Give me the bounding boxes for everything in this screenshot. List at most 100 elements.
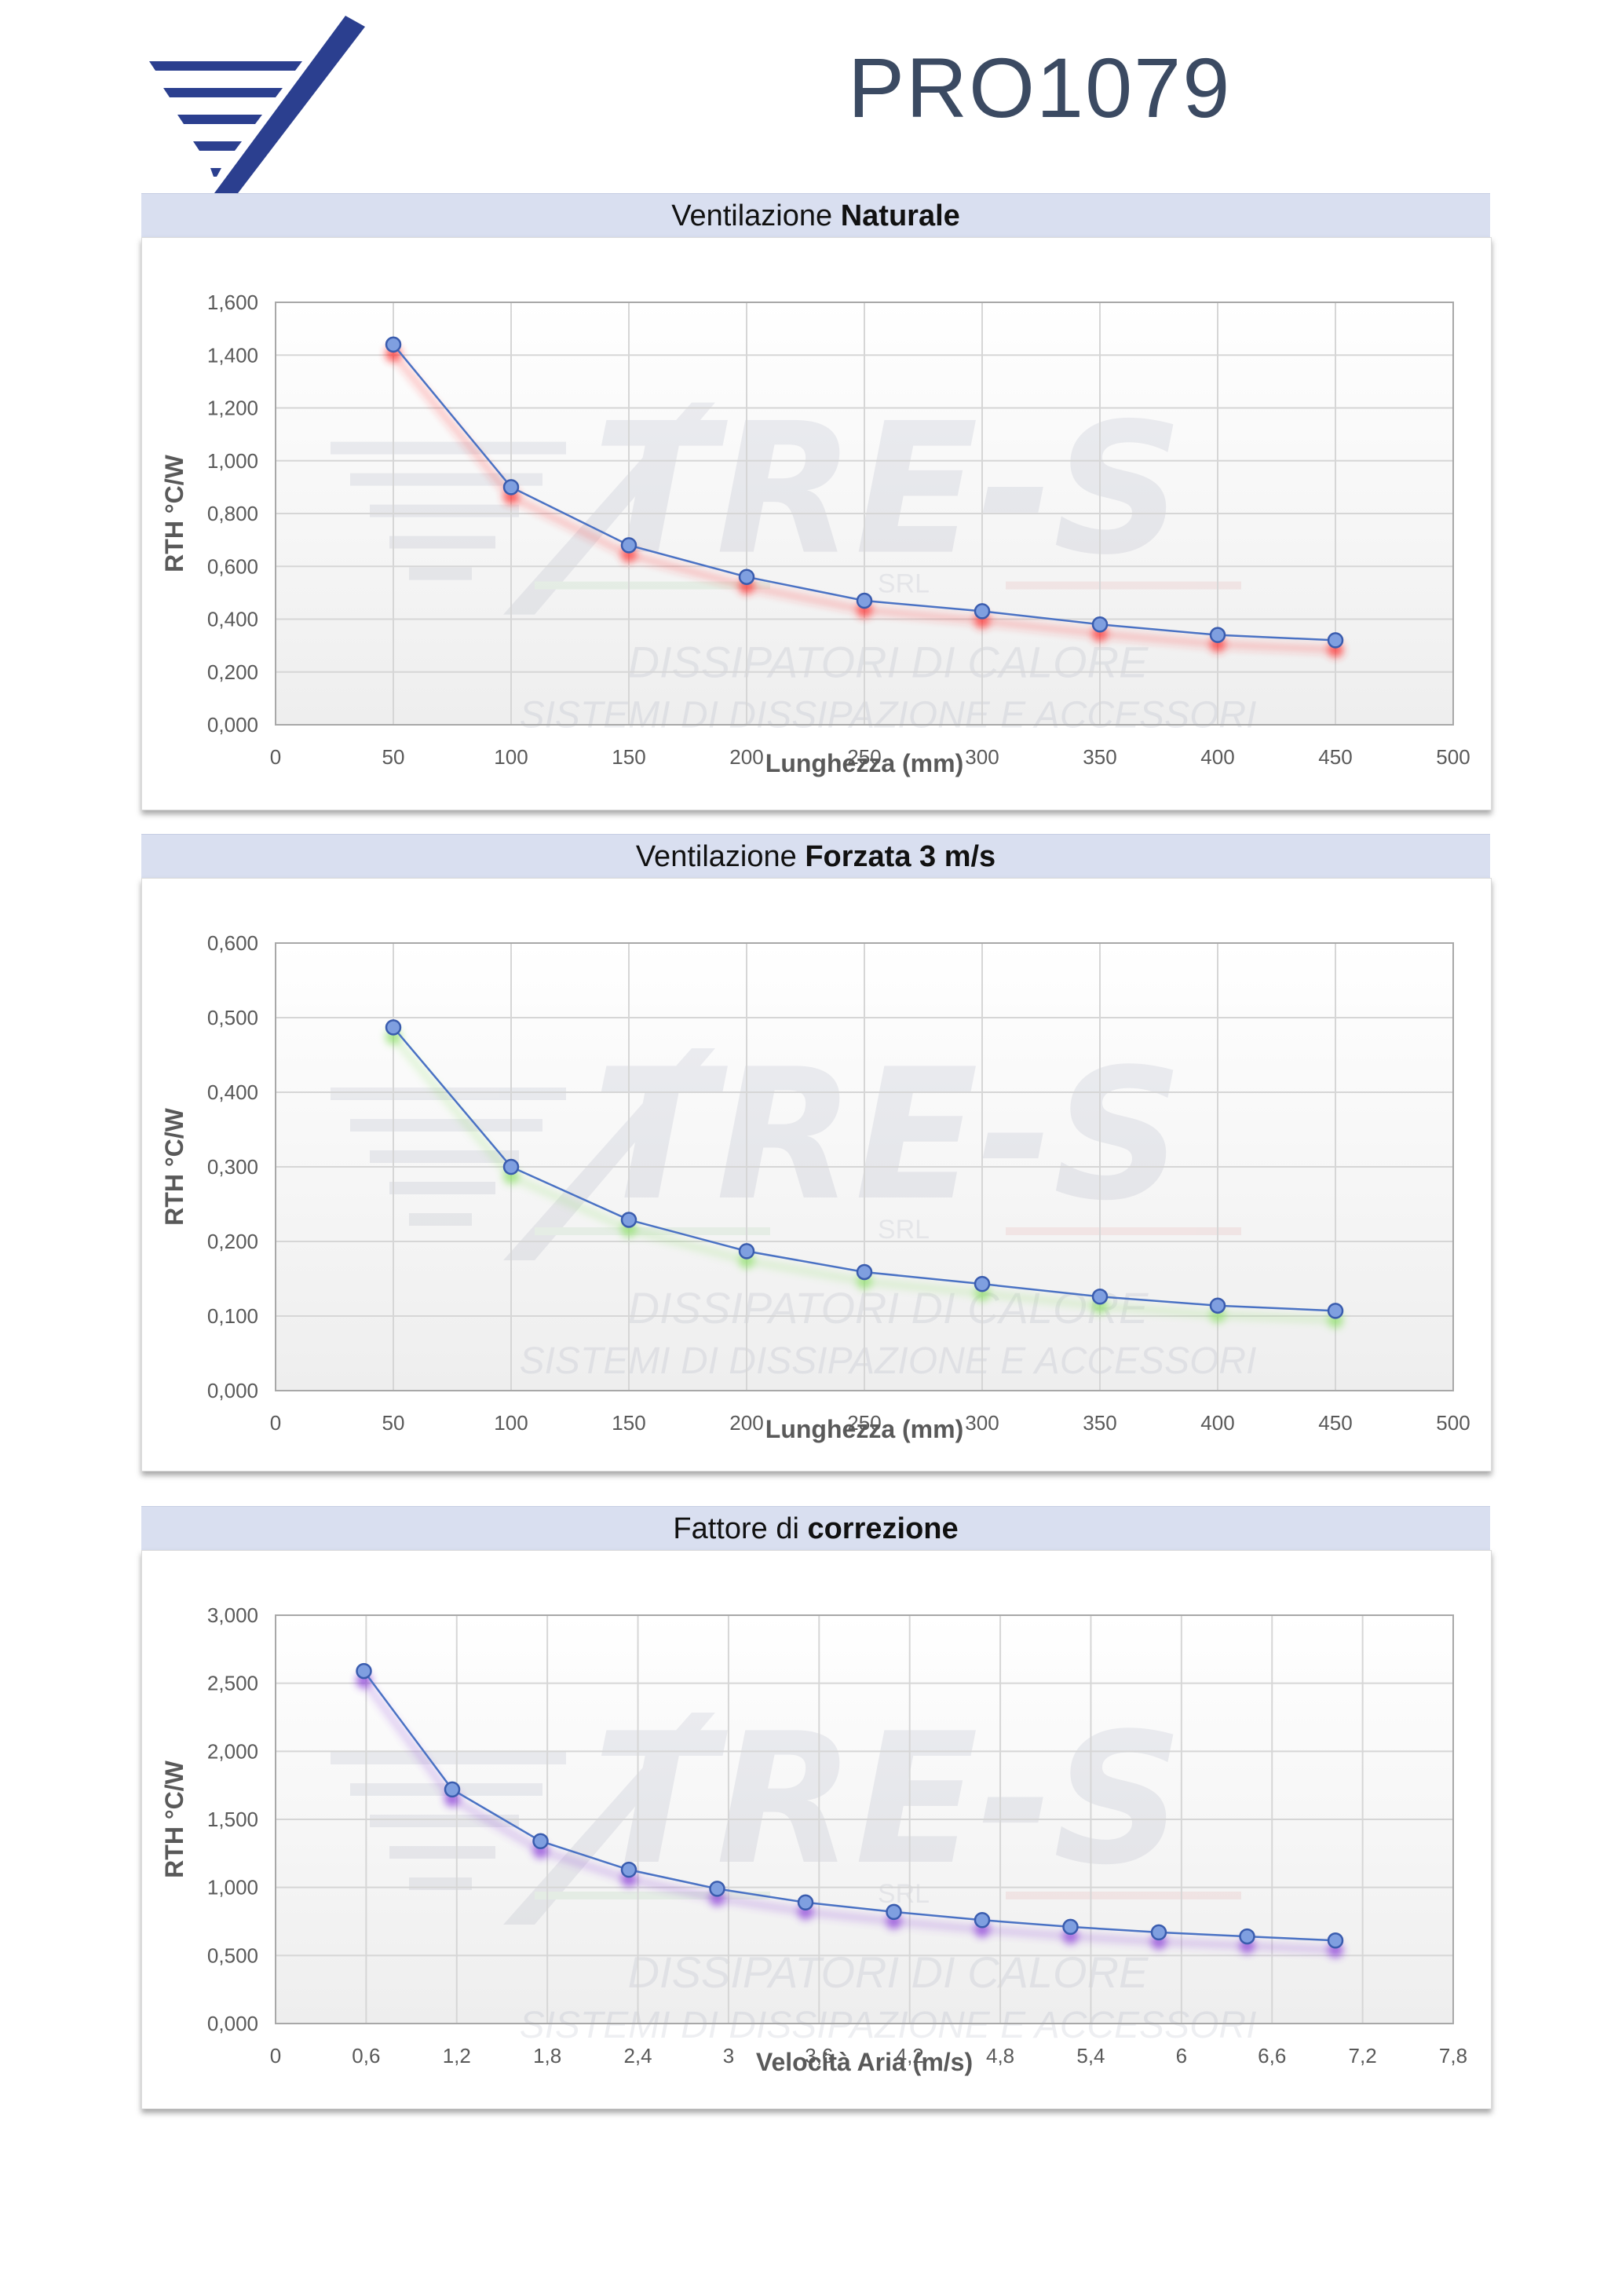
watermark-logo-stripe <box>409 567 472 580</box>
x-tick-label: 300 <box>965 1411 999 1435</box>
data-point <box>385 1019 402 1036</box>
x-tick-label: 100 <box>494 745 528 769</box>
y-axis-title: RTH °C/W <box>160 454 188 572</box>
watermark-brand: TRE-S <box>593 1031 1183 1241</box>
y-tick-label: 0,000 <box>207 2012 258 2035</box>
x-axis-title: Velocità Aria (m/s) <box>756 2048 973 2076</box>
plot-frame <box>275 1614 1454 2024</box>
data-point <box>974 1912 991 1929</box>
watermark-logo-stripe <box>370 504 519 517</box>
y-tick-label: 1,000 <box>207 1876 258 1899</box>
watermark-brand: TRE-S <box>593 386 1183 595</box>
x-tick-label: 1,2 <box>443 2044 471 2067</box>
data-point <box>1150 1924 1167 1941</box>
data-point <box>620 1861 637 1878</box>
x-tick-label: 3 <box>723 2044 734 2067</box>
series-glow-line <box>360 1678 1336 1954</box>
document-code: PRO1079 <box>848 40 1232 135</box>
data-point <box>1209 627 1226 643</box>
y-tick-label: 0,600 <box>207 931 258 955</box>
x-tick-label: 3,6 <box>805 2044 833 2067</box>
x-tick-label: 450 <box>1318 745 1352 769</box>
watermark-logo-stripe <box>331 441 566 455</box>
chart-area: TRE-S SRL DISSIPATORI DI CALORE SISTEMI DI … <box>141 878 1492 1472</box>
data-point <box>444 1781 461 1798</box>
watermark-brand: TRE-S <box>593 1695 1183 1905</box>
data-point <box>502 479 520 495</box>
y-tick-label: 1,000 <box>207 449 258 473</box>
y-tick-label: 0,200 <box>207 660 258 684</box>
x-tick-label: 0 <box>270 745 281 769</box>
y-tick-label: 0,300 <box>207 1155 258 1179</box>
data-point <box>1062 1918 1079 1936</box>
watermark-stripe-red <box>1006 1892 1241 1899</box>
data-point <box>856 592 873 609</box>
x-tick-label: 350 <box>1083 745 1116 769</box>
data-point <box>974 1275 991 1292</box>
y-tick-label: 1,400 <box>207 343 258 367</box>
data-point <box>738 1243 755 1260</box>
x-tick-label: 6,6 <box>1258 2044 1286 2067</box>
chart-title-plain: Ventilazione <box>671 199 841 232</box>
watermark-logo-stripe <box>370 1150 519 1163</box>
watermark-logo-stripe <box>389 536 495 549</box>
watermark-stripe-green <box>535 581 770 590</box>
x-tick-label: 4,2 <box>896 2044 924 2067</box>
watermark-logo-stripe <box>389 1182 495 1194</box>
x-tick-label: 200 <box>729 745 763 769</box>
chart-title-plain: Fattore di <box>673 1512 808 1545</box>
x-tick-label: 250 <box>847 745 881 769</box>
x-tick-label: 5,4 <box>1076 2044 1105 2067</box>
watermark-srl: SRL <box>878 1879 930 1909</box>
x-tick-label: 0 <box>270 2044 281 2067</box>
watermark-line1: DISSIPATORI DI CALORE <box>628 638 1149 687</box>
x-axis-title: Lunghezza (mm) <box>765 749 963 777</box>
data-point <box>797 1894 814 1910</box>
data-point <box>620 537 637 554</box>
data-point <box>974 603 991 620</box>
y-tick-label: 0,500 <box>207 1006 258 1029</box>
chart-area: TRE-S SRL DISSIPATORI DI CALORE SISTEMI DI … <box>141 1550 1492 2109</box>
y-tick-label: 0,000 <box>207 713 258 737</box>
watermark-srl: SRL <box>878 1215 930 1245</box>
y-tick-label: 0,400 <box>207 1080 258 1104</box>
series-line <box>363 1670 1336 1942</box>
data-point <box>1091 616 1109 633</box>
chart-title: Ventilazione Forzata 3 m/s <box>141 834 1490 879</box>
y-tick-label: 0,400 <box>207 608 258 631</box>
data-point <box>502 1158 520 1175</box>
watermark-stripe-red <box>1006 581 1241 590</box>
watermark-stripe-green <box>535 1227 770 1235</box>
watermark-stripe-green <box>535 1892 770 1899</box>
watermark-line2: SISTEMI DI DISSIPAZIONE E ACCESSORI <box>520 695 1257 737</box>
data-point <box>1239 1928 1255 1945</box>
y-axis-title: RTH °C/W <box>160 1760 188 1877</box>
y-tick-label: 3,000 <box>207 1603 258 1627</box>
data-point <box>886 1903 902 1921</box>
x-axis-title: Lunghezza (mm) <box>765 1415 963 1443</box>
plot-frame <box>275 302 1454 726</box>
x-tick-label: 150 <box>612 1411 645 1435</box>
x-tick-label: 450 <box>1318 1411 1352 1435</box>
x-tick-label: 0 <box>270 1411 281 1435</box>
tre-s-logo <box>149 16 365 196</box>
x-tick-label: 6 <box>1176 2044 1187 2067</box>
watermark-logo-stripe <box>350 1119 542 1132</box>
x-tick-label: 7,2 <box>1349 2044 1377 2067</box>
chart-title: Fattore di correzione <box>141 1506 1490 1551</box>
data-point <box>1209 1297 1226 1314</box>
watermark-stripe-red <box>1006 1227 1241 1235</box>
x-tick-label: 400 <box>1200 1411 1234 1435</box>
chart-title-bold: correzione <box>807 1512 959 1545</box>
x-tick-label: 7,8 <box>1439 2044 1467 2067</box>
data-point <box>356 1662 372 1680</box>
x-tick-label: 350 <box>1083 1411 1116 1435</box>
y-tick-label: 1,200 <box>207 397 258 420</box>
data-point <box>856 1263 873 1281</box>
y-tick-label: 0,200 <box>207 1230 258 1253</box>
data-point <box>1327 1932 1344 1949</box>
x-tick-label: 2,4 <box>623 2044 652 2067</box>
